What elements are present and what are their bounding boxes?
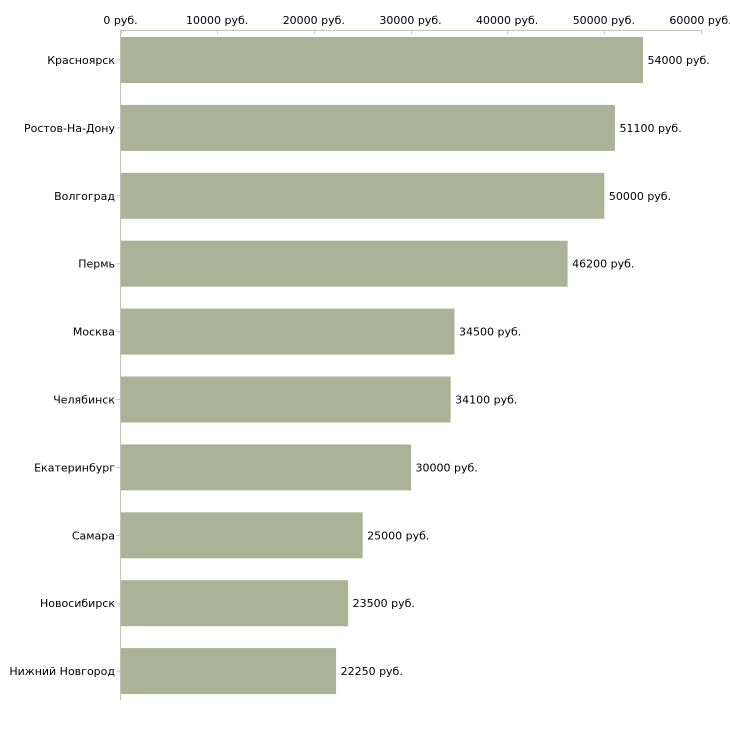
x-tick-label: 60000 руб. [669,14,730,27]
category-label: Красноярск [47,54,115,67]
value-label: 23500 руб. [353,597,415,610]
bar [121,512,363,559]
category-label: Ростов-На-Дону [24,122,115,135]
category-label: Нижний Новгород [9,665,115,678]
x-tick-label: 30000 руб. [379,14,441,27]
value-label: 54000 руб. [648,54,710,67]
bar [121,580,349,627]
x-tick-label: 0 руб. [103,14,137,27]
value-label: 51100 руб. [619,122,681,135]
bar [121,376,451,423]
bar [121,104,615,151]
category-label: Москва [73,326,115,339]
value-label: 46200 руб. [572,258,634,271]
bar [121,444,411,491]
category-label: Новосибирск [40,597,115,610]
category-label: Самара [72,529,115,542]
bar [121,648,337,695]
category-label: Волгоград [54,190,115,203]
bar [121,240,568,287]
x-tick-label: 50000 руб. [573,14,635,27]
x-tick-label: 10000 руб. [186,14,248,27]
bar [121,172,605,219]
category-label: Пермь [78,258,115,271]
bar [121,308,455,355]
bar [121,37,643,83]
x-tick-label: 20000 руб. [283,14,345,27]
category-label: Челябинск [53,394,115,407]
value-label: 22250 руб. [341,665,403,678]
value-label: 30000 руб. [416,461,478,474]
category-label: Екатеринбург [34,461,115,474]
value-label: 34100 руб. [455,394,517,407]
value-label: 50000 руб. [609,190,671,203]
value-label: 25000 руб. [367,529,429,542]
x-tick-label: 40000 руб. [476,14,538,27]
value-label: 34500 руб. [459,326,521,339]
